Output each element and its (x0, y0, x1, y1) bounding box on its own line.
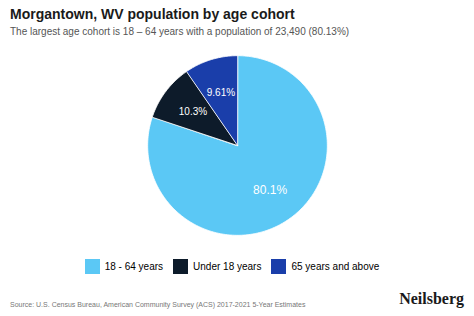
html-text:Source: U.S. Census Bureau, Am: Source: U.S. Census Bureau, American Com… (10, 301, 306, 308)
html-text:The largest age cohort is 18 –: The largest age cohort is 18 – 64 years … (10, 26, 350, 37)
svg-text:10.3%: 10.3% (179, 106, 207, 117)
html-text:Under 18 years: Under 18 years (193, 261, 262, 272)
svg-text:80.1%: 80.1% (253, 183, 287, 197)
html-text:18 - 64 years: 18 - 64 years (104, 261, 164, 272)
svg-text:9.61%: 9.61% (207, 87, 235, 98)
html-text:Neilsberg: Neilsberg (399, 290, 464, 307)
html-text:65 years and above: 65 years and above (291, 261, 380, 272)
html-text:Morgantown, WV population by a: Morgantown, WV population by age cohort (10, 6, 295, 22)
